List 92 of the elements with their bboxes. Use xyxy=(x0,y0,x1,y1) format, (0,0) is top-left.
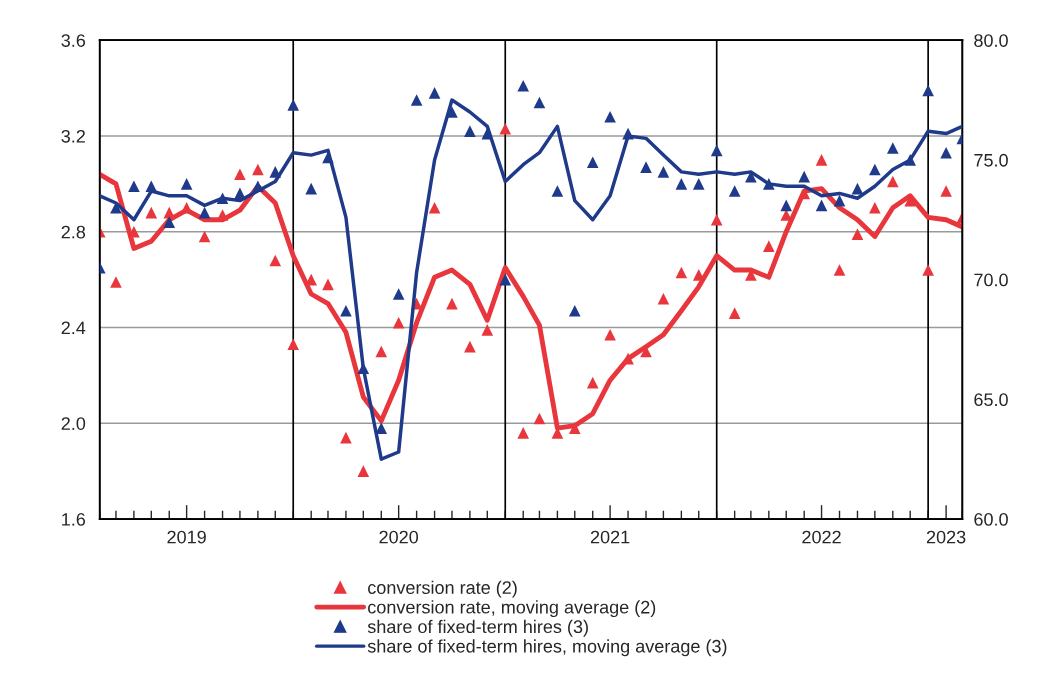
point xyxy=(392,316,405,329)
x-tick-label: 2022 xyxy=(802,530,841,544)
point xyxy=(568,304,581,317)
point xyxy=(833,194,846,207)
point xyxy=(675,266,688,279)
point xyxy=(392,288,405,300)
point xyxy=(357,465,370,477)
x-tick-label: 2020 xyxy=(379,530,419,544)
point xyxy=(410,94,423,106)
point xyxy=(234,168,246,181)
point xyxy=(904,154,916,166)
y-tick-label: 2.4 xyxy=(61,321,86,335)
point xyxy=(481,324,494,336)
point xyxy=(657,166,670,178)
point xyxy=(375,345,388,358)
y-tick-label: 3.6 xyxy=(61,34,86,47)
point xyxy=(234,187,246,200)
point xyxy=(533,96,546,109)
y-tick-label: 1.6 xyxy=(62,512,86,526)
point xyxy=(710,213,723,226)
point xyxy=(887,175,899,188)
y-tick-label: 3.2 xyxy=(61,129,85,143)
legend-label: conversion rate (2) xyxy=(368,580,517,598)
point xyxy=(815,154,828,166)
y2-tick-label: 80.0 xyxy=(974,34,1008,47)
point xyxy=(763,240,775,252)
y2-tick-label: 60.0 xyxy=(974,512,1008,526)
point xyxy=(586,156,599,169)
point xyxy=(710,144,723,157)
point xyxy=(110,276,122,288)
point xyxy=(940,185,952,197)
point xyxy=(163,216,176,228)
x-tick-label: 2023 xyxy=(926,530,966,544)
point xyxy=(604,111,616,123)
point xyxy=(340,304,352,317)
y-tick-label: 2.8 xyxy=(61,225,86,239)
point xyxy=(657,292,670,305)
y2-tick-label: 75.0 xyxy=(974,153,1008,167)
point xyxy=(851,182,864,195)
point xyxy=(216,192,229,205)
point xyxy=(499,273,512,286)
point xyxy=(763,178,775,190)
point xyxy=(128,225,140,238)
legend-label: conversion rate, moving average (2) xyxy=(368,600,656,618)
point xyxy=(922,264,934,276)
point xyxy=(551,185,564,197)
point xyxy=(833,264,846,276)
point xyxy=(568,422,581,434)
point xyxy=(128,180,140,193)
point xyxy=(798,187,810,200)
point xyxy=(428,87,441,99)
point xyxy=(728,307,741,319)
point xyxy=(287,99,300,111)
point xyxy=(675,178,688,190)
point xyxy=(517,427,530,439)
point xyxy=(604,328,616,341)
x-tick-label: 2019 xyxy=(167,530,206,544)
point xyxy=(145,180,158,193)
point xyxy=(269,254,282,267)
line-series xyxy=(99,98,963,461)
legend-label: share of fixed-term hires, moving average (3) xyxy=(367,639,727,657)
point xyxy=(869,201,881,214)
point xyxy=(815,199,828,212)
point xyxy=(287,338,300,351)
point xyxy=(180,178,193,190)
point xyxy=(922,84,934,97)
legend-label: share of fixed-term hires (3) xyxy=(367,619,588,637)
point xyxy=(533,412,546,425)
point xyxy=(869,163,881,176)
point xyxy=(851,228,864,240)
point xyxy=(586,376,599,389)
point xyxy=(252,180,264,193)
point xyxy=(198,206,211,219)
point xyxy=(940,146,952,159)
point xyxy=(728,185,741,197)
point xyxy=(692,178,705,190)
point xyxy=(428,201,441,214)
point xyxy=(305,182,317,195)
point xyxy=(640,161,652,173)
point xyxy=(252,163,264,176)
point xyxy=(464,125,476,137)
point xyxy=(499,122,512,135)
point xyxy=(269,166,282,178)
y2-tick-label: 65.0 xyxy=(974,393,1008,407)
point xyxy=(517,79,530,92)
y-tick-label: 2.0 xyxy=(61,417,86,430)
point xyxy=(780,199,793,212)
point xyxy=(145,206,158,219)
y2-tick-label: 70.0 xyxy=(974,273,1008,287)
point xyxy=(887,142,899,154)
x-tick-label: 2021 xyxy=(590,530,630,544)
point xyxy=(198,230,211,243)
